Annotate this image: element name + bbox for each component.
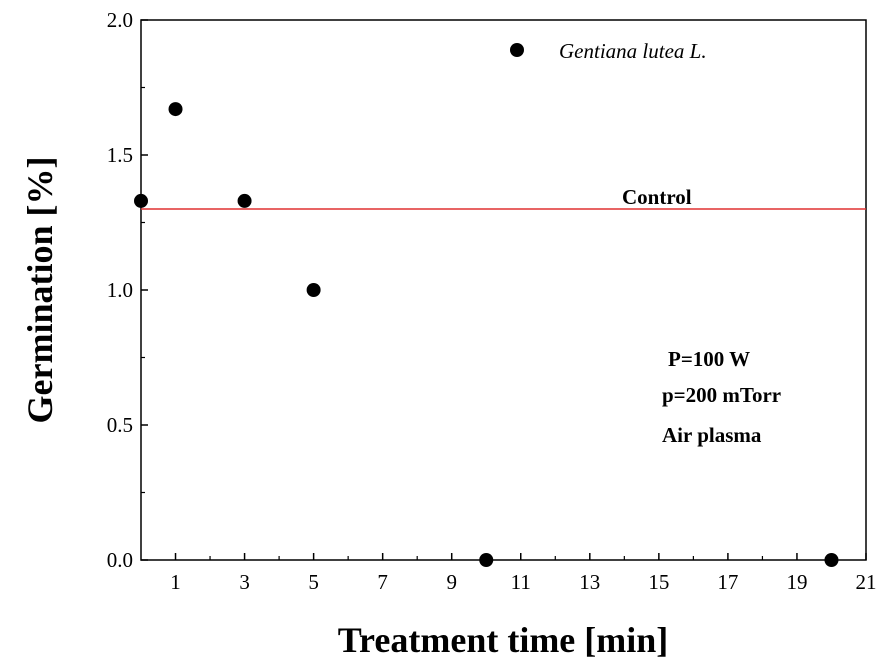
x-tick-label: 19 xyxy=(786,570,807,594)
data-points xyxy=(134,102,839,567)
annotation-pressure: p=200 mTorr xyxy=(662,383,781,407)
x-tick-label: 17 xyxy=(717,570,738,594)
y-tick-label: 0.5 xyxy=(107,413,133,437)
control-label: Control xyxy=(622,185,692,209)
data-point xyxy=(168,102,183,117)
legend-label: Gentiana lutea L. xyxy=(559,39,707,63)
annotation-gas: Air plasma xyxy=(662,423,762,447)
data-point xyxy=(306,283,321,297)
data-point xyxy=(824,553,839,567)
y-tick-label: 1.5 xyxy=(107,143,133,167)
x-tick-label: 1 xyxy=(170,570,181,594)
y-tick-label: 2.0 xyxy=(107,8,133,32)
legend-marker xyxy=(510,43,524,57)
x-tick-label: 3 xyxy=(239,570,250,594)
x-tick-label: 5 xyxy=(308,570,319,594)
plot-frame xyxy=(140,19,867,561)
y-tick-label: 0.0 xyxy=(107,548,133,572)
axis-ticks: 1 3 5 7 9 11 13 15 17 19 210.00.51.01.52.0 xyxy=(107,8,877,594)
y-tick-label: 1.0 xyxy=(107,278,133,302)
x-tick-label: 13 xyxy=(579,570,600,594)
x-axis-title: Treatment time [min] xyxy=(338,620,669,660)
x-tick-label: 15 xyxy=(648,570,669,594)
x-tick-label: 7 xyxy=(377,570,388,594)
data-point xyxy=(479,553,494,567)
x-tick-label: 11 xyxy=(511,570,531,594)
x-tick-label: 9 xyxy=(446,570,457,594)
annotation-power: P=100 W xyxy=(668,347,750,371)
x-tick-label: 21 xyxy=(856,570,877,594)
y-axis-title: Germination [%] xyxy=(20,157,60,424)
data-point xyxy=(134,193,148,208)
data-point xyxy=(237,193,252,208)
